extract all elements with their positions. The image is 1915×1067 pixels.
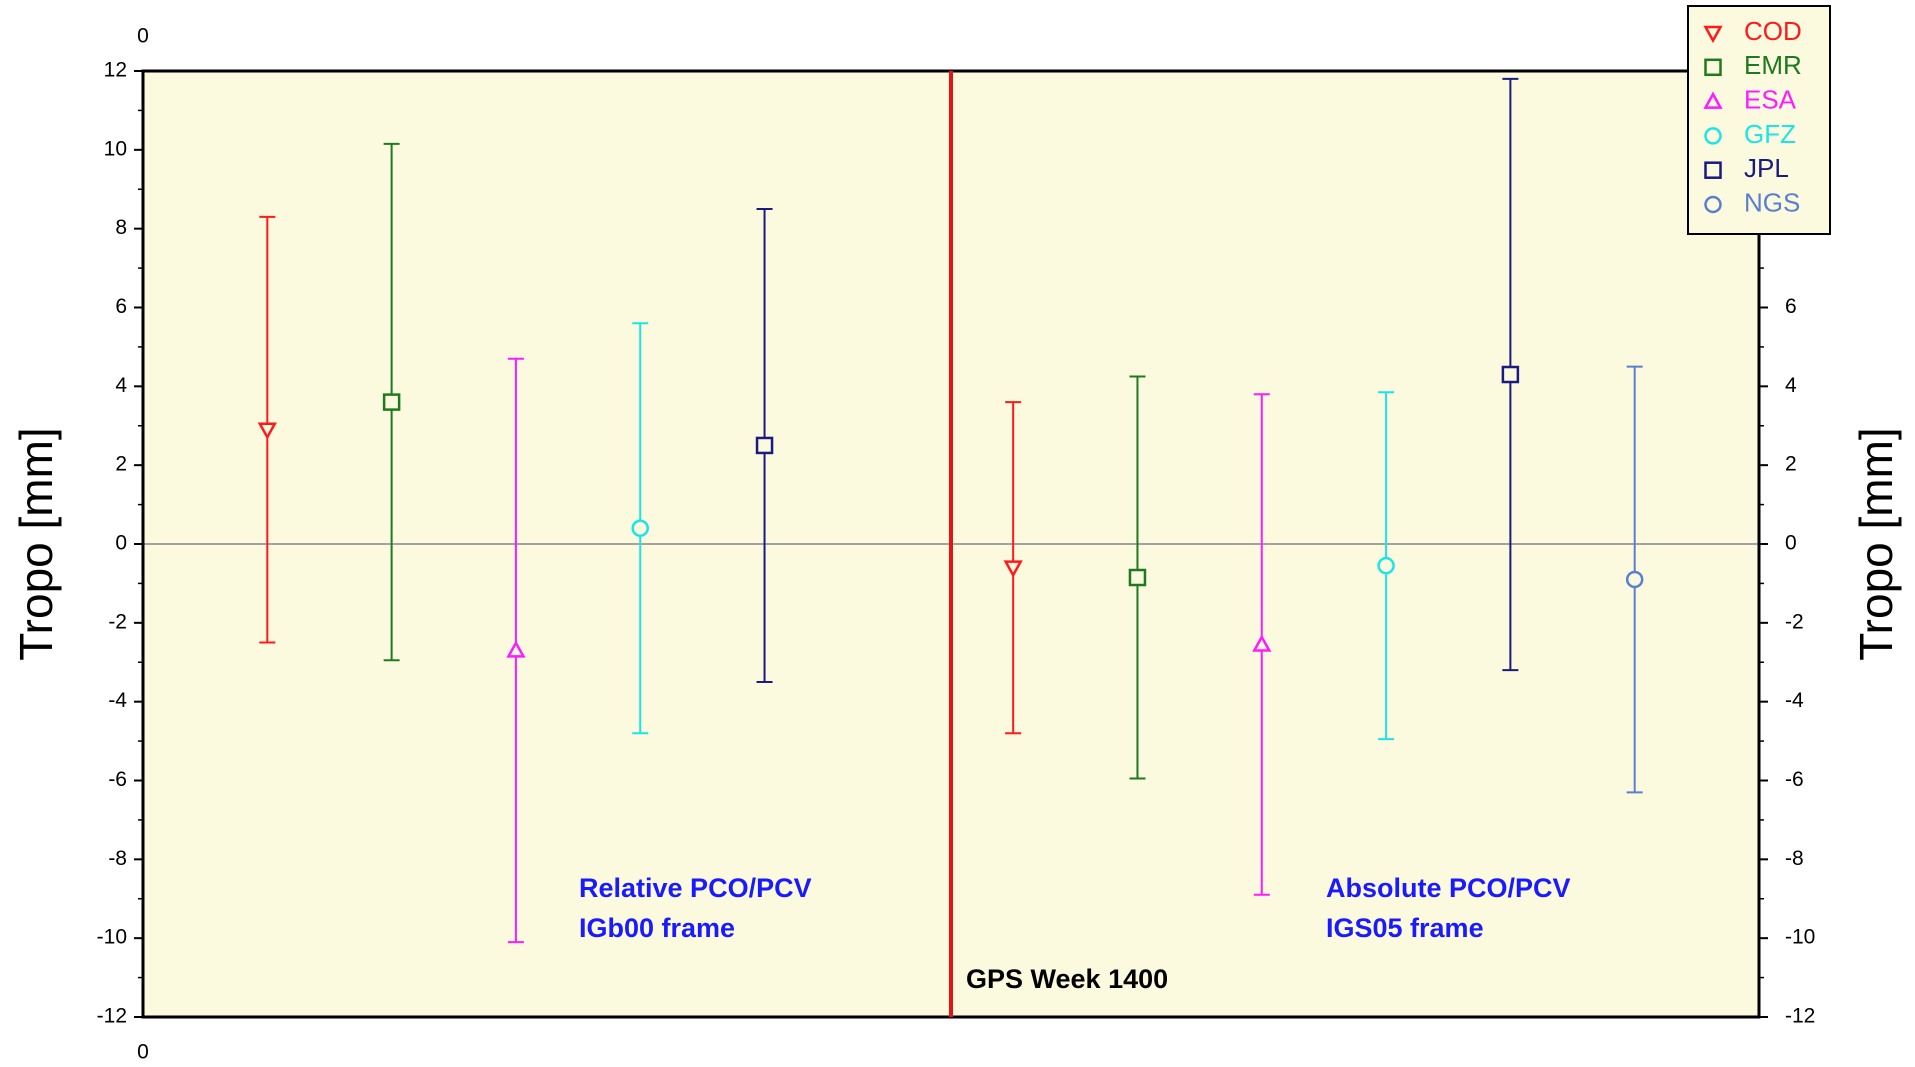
legend-box [1687,5,1831,235]
y-axis-title: Tropo [mm] [10,427,62,660]
marker [1704,161,1722,179]
marker [1704,58,1722,77]
annotation: GPS Week 1400 [966,964,1168,994]
y-tick-label: 8 [115,216,127,239]
marker [382,393,401,411]
y2-tick-label: -4 [1785,689,1804,712]
y-tick-label: -4 [108,689,127,712]
legend-label: ESA [1744,84,1797,114]
y-tick-label: 10 [104,137,127,160]
y2-tick-label: 0 [1785,532,1797,555]
legend-label: NGS [1744,187,1800,217]
marker [1003,560,1023,578]
legend: COD EMR ESA GFZ JPL NGS [1687,5,1831,235]
marker [631,519,649,537]
y-tick-label: 4 [115,374,127,397]
legend-label: GFZ [1744,119,1796,149]
marker [755,436,774,455]
marker [1703,25,1723,44]
legend-label: COD [1744,16,1802,46]
marker [1252,634,1272,652]
y-tick-label: -10 [97,926,127,949]
y-tick-label: 2 [115,453,127,476]
y2-tick-label: -8 [1785,847,1804,870]
marker [1625,570,1644,589]
legend-label: EMR [1744,50,1802,80]
marker [257,422,277,440]
y2-tick-label: -2 [1785,610,1804,633]
y2-axis-title: Tropo [mm] [1850,427,1902,660]
annotation: Absolute PCO/PCV [1326,873,1571,903]
y2-tick-label: -10 [1785,926,1815,949]
y2-tick-label: 2 [1785,453,1797,476]
marker [1704,195,1722,214]
marker [506,640,526,658]
marker [1501,365,1520,384]
y-tick-label: -8 [108,847,127,870]
annotation: IGS05 frame [1326,913,1484,943]
y2-tick-label: 4 [1785,374,1797,397]
y2-tick-label: -6 [1785,768,1804,791]
marker [1703,91,1723,109]
y-tick-label: -2 [108,610,127,633]
y-tick-label: 0 [115,532,127,555]
marker [1377,556,1395,575]
y2-tick-label: -12 [1785,1005,1815,1028]
y-tick-label: -6 [108,768,127,791]
annotation: Relative PCO/PCV [579,873,812,903]
annotation: IGb00 frame [579,913,735,943]
y2-tick-label: 6 [1785,295,1797,318]
y-tick-label: 12 [104,59,127,82]
legend-label: JPL [1744,153,1789,183]
marker [1128,568,1147,587]
x-tick-label: 0 [137,1041,149,1064]
y-tick-label: -12 [97,1005,127,1028]
y-tick-label: 6 [115,295,127,318]
x-tick-label-top: 0 [137,25,149,48]
marker [1704,127,1722,145]
